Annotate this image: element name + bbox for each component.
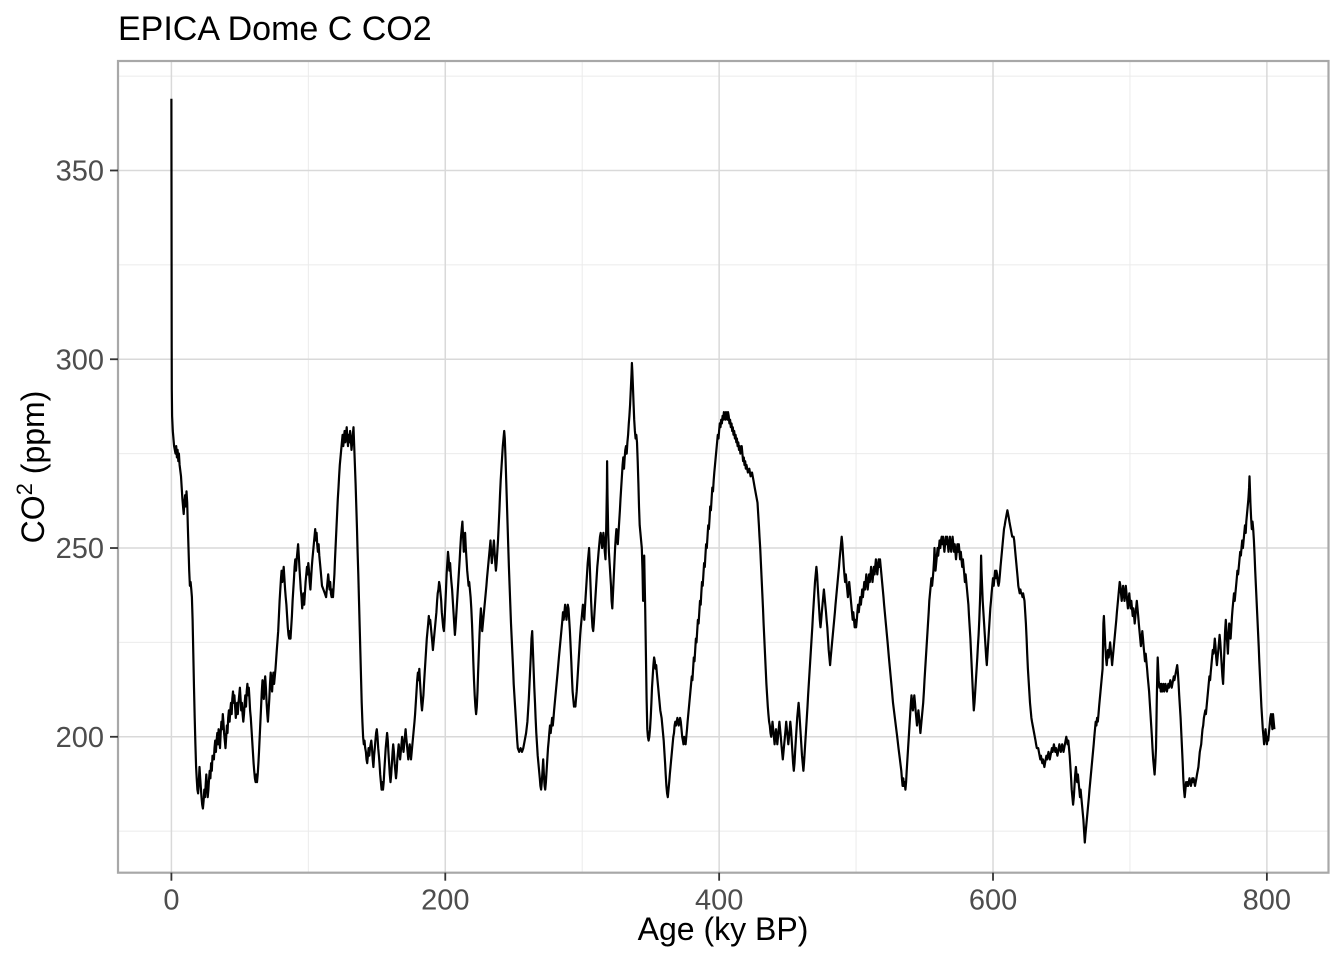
x-axis-tick-marks (170, 872, 1268, 881)
x-tick-label: 400 (695, 885, 743, 917)
x-tick-label: 600 (969, 885, 1017, 917)
y-axis-label-superscript: 2 (12, 483, 37, 495)
y-tick-label: 300 (56, 344, 104, 376)
y-axis-label: CO2 (ppm) (12, 391, 51, 544)
x-tick-label: 0 (163, 885, 179, 917)
x-axis-tick-labels: 0 200 400 600 800 (163, 885, 1291, 917)
co2-data-line (170, 98, 1276, 844)
y-axis-tick-marks (110, 169, 118, 738)
x-axis-label: Age (ky BP) (638, 911, 809, 947)
y-tick-label: 250 (56, 533, 104, 565)
minor-gridlines (118, 61, 1329, 873)
major-gridlines (118, 61, 1329, 873)
plot-panel-border (116, 59, 1330, 874)
x-tick-label: 800 (1243, 885, 1291, 917)
plot-title: EPICA Dome C CO2 (118, 10, 432, 48)
y-tick-label: 350 (56, 155, 104, 187)
x-tick-label: 200 (421, 885, 469, 917)
y-tick-label: 200 (56, 722, 104, 754)
y-axis-tick-labels: 200 250 300 350 (56, 155, 104, 753)
y-axis-label-units: (ppm) (15, 391, 51, 483)
y-axis-label-base: CO (15, 495, 51, 543)
